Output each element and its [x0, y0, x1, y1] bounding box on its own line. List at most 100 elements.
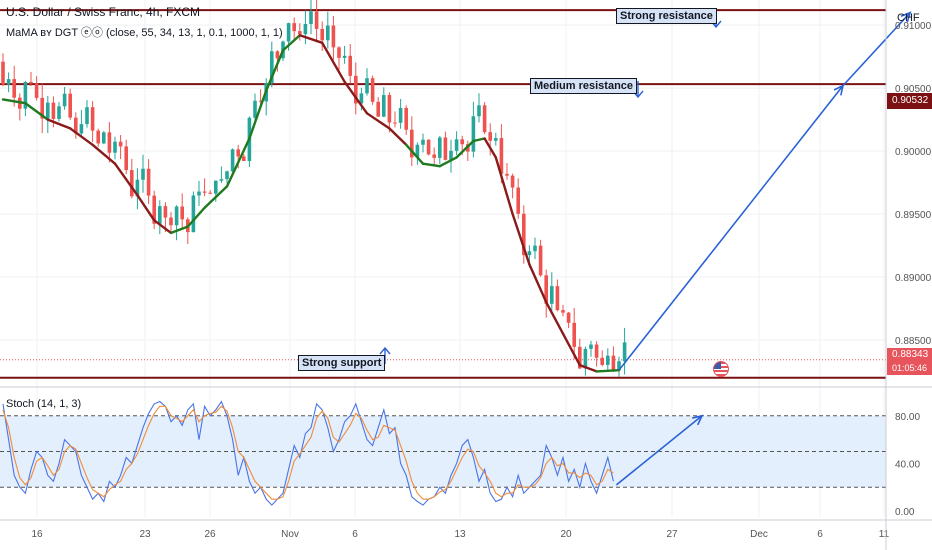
- price-tick-label: 0.88500: [895, 336, 932, 347]
- candle-body: [314, 11, 319, 29]
- stoch-d-line: [2, 405, 614, 500]
- candle-body: [477, 105, 481, 117]
- candle-body: [488, 132, 492, 141]
- resistance-price-box: 0.90532: [887, 93, 932, 109]
- candle-body: [415, 144, 420, 158]
- date-tick-label: Dec: [750, 529, 768, 540]
- candle-body: [107, 132, 112, 153]
- mama-segment: [421, 162, 441, 168]
- level-lines: [0, 9, 886, 379]
- candle-body: [365, 78, 369, 94]
- stoch-tick-label: 80.00: [895, 412, 920, 423]
- mama-segment: [511, 212, 531, 266]
- date-tick-label: 27: [666, 529, 678, 540]
- mama-segment: [281, 34, 301, 52]
- candle-body: [242, 156, 246, 161]
- mama-segment: [405, 143, 425, 165]
- candle-body: [578, 346, 582, 369]
- candle-body: [410, 129, 414, 158]
- us-flag-icon[interactable]: [713, 361, 729, 377]
- projection-arrowhead-top: [900, 11, 912, 23]
- candle-body: [141, 168, 145, 180]
- candle-body: [600, 357, 604, 365]
- candle-body: [286, 23, 291, 42]
- mama-segment: [265, 49, 285, 92]
- candle-body: [421, 139, 425, 145]
- stoch-projection-arrowhead: [692, 414, 704, 426]
- candle-body: [191, 195, 196, 233]
- currency-label[interactable]: CHF: [897, 12, 920, 24]
- candle-body: [454, 139, 459, 151]
- candle-body: [174, 206, 179, 226]
- projection-arrowhead-mid: [833, 84, 845, 96]
- candle-body: [258, 100, 263, 102]
- mama-segment: [152, 219, 173, 235]
- candle-body: [1, 61, 5, 85]
- stoch-tick-label: 40.00: [895, 459, 920, 470]
- date-tick-label: 6: [817, 529, 823, 540]
- candle-body: [354, 75, 358, 104]
- candle-body: [550, 286, 554, 304]
- mama-line: [1, 34, 621, 373]
- candle-body: [393, 122, 397, 124]
- candle-body: [398, 107, 403, 123]
- candle-body: [617, 361, 621, 371]
- candle-body: [561, 310, 565, 313]
- candle-body: [79, 124, 84, 134]
- date-tick-label: 23: [139, 529, 151, 540]
- mama-segment: [46, 118, 72, 130]
- candle-body: [40, 97, 44, 119]
- candle-body: [370, 78, 375, 102]
- candle-body: [471, 116, 476, 152]
- candle-body: [51, 102, 56, 119]
- stoch-lines: [2, 400, 614, 506]
- stoch-band: [0, 415, 886, 488]
- candle-body: [219, 179, 224, 181]
- date-tick-label: 20: [560, 529, 572, 540]
- candle-body: [533, 245, 537, 252]
- candle-body: [23, 81, 28, 109]
- indicator-label: MaMA ʙʏ DGT ⓔⓞ (close, 55, 34, 13, 1, 0.…: [6, 27, 283, 39]
- candle-body: [522, 213, 526, 256]
- date-tick-label: 26: [204, 529, 216, 540]
- stoch-label: Stoch (14, 1, 3): [6, 398, 82, 410]
- candle-body: [163, 206, 168, 218]
- mama-segment: [113, 162, 139, 197]
- mama-segment: [455, 139, 475, 159]
- candle-body: [566, 312, 571, 323]
- mama-segment: [545, 300, 565, 335]
- candle-body: [118, 141, 123, 147]
- candle-body: [90, 107, 95, 131]
- candle-body: [146, 168, 151, 196]
- mama-segment: [343, 80, 369, 115]
- candle-body: [510, 175, 515, 188]
- mama-segment: [365, 112, 391, 130]
- candle-body: [225, 171, 229, 180]
- mama-segment: [561, 332, 581, 367]
- candle-body: [438, 137, 442, 158]
- candle-body: [202, 191, 207, 193]
- medium-resistance-label: Medium resistance: [530, 78, 638, 94]
- candle-body: [303, 23, 308, 35]
- mama-segment: [186, 206, 206, 228]
- date-tick-label: 11: [879, 529, 890, 540]
- candle-body: [538, 245, 543, 276]
- candle-body: [611, 355, 616, 371]
- projection-line: [618, 85, 844, 371]
- candle-body: [46, 102, 50, 119]
- chart-title: U.S. Dollar / Swiss Franc, 4h, FXCM: [6, 5, 201, 19]
- candle-body: [309, 11, 313, 24]
- candle-body: [443, 137, 448, 160]
- candle-body: [572, 322, 576, 347]
- projection-line: [842, 12, 911, 87]
- candle-body: [404, 107, 408, 130]
- strong-support-label: Strong support: [298, 355, 386, 371]
- candle-body: [516, 187, 520, 214]
- candle-body: [583, 348, 588, 369]
- candle-body: [270, 51, 274, 84]
- mama-segment: [68, 127, 94, 146]
- candle-body: [197, 191, 201, 196]
- candle-body: [606, 355, 610, 365]
- candle-body: [6, 79, 11, 85]
